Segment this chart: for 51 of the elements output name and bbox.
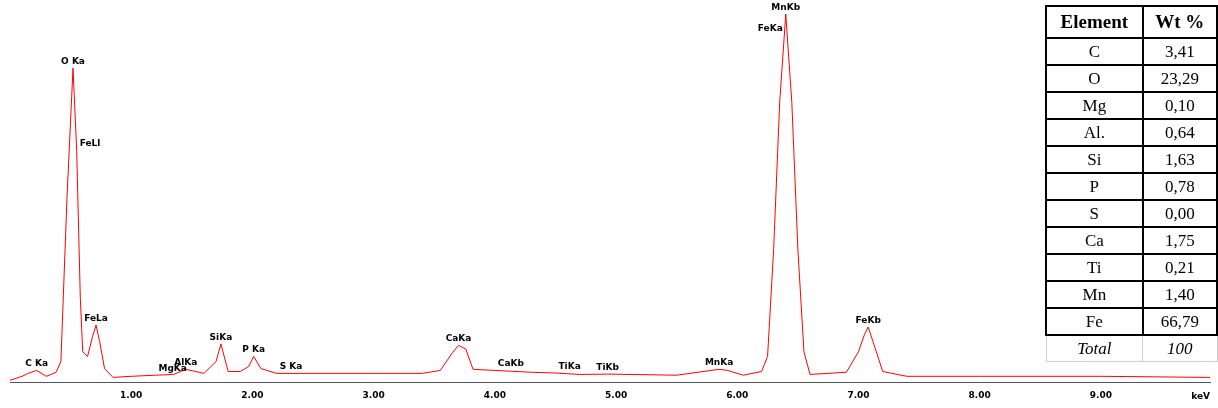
annotation: Ca	[1046, 227, 1143, 254]
annotation: 23,29	[1142, 65, 1217, 92]
x-axis-title: keV	[1191, 391, 1211, 402]
annotation: Mn	[1046, 281, 1143, 308]
annotation: 1,75	[1142, 227, 1217, 254]
annotation: Element	[1046, 6, 1143, 38]
annotation: 0,78	[1142, 173, 1217, 200]
annotation: CaKb	[497, 358, 525, 369]
annotation: P	[1046, 173, 1143, 200]
annotation: S	[1046, 200, 1143, 227]
annotation: Fe	[1046, 308, 1143, 335]
annotation: SiKa	[209, 331, 233, 342]
annotation: P Ka	[242, 344, 266, 355]
annotation: 100	[1142, 335, 1217, 362]
annotation: C Ka	[25, 358, 49, 369]
annotation: Total	[1046, 335, 1143, 362]
annotation: O	[1046, 65, 1143, 92]
x-tick-label: 3.00	[362, 389, 385, 400]
annotation: S Ka	[279, 361, 303, 372]
annotation: 0,10	[1142, 92, 1217, 119]
annotation: 1,63	[1142, 146, 1217, 173]
annotation: 0,00	[1142, 200, 1217, 227]
x-tick-label: 6.00	[726, 389, 749, 400]
annotation: 3,41	[1142, 38, 1217, 65]
x-tick-label: 8.00	[968, 389, 991, 400]
annotation: FeLl	[79, 138, 101, 149]
x-tick-label: 2.00	[241, 389, 264, 400]
annotation: MnKb	[771, 2, 801, 12]
annotation: Wt %	[1142, 6, 1217, 38]
x-tick-label: 9.00	[1089, 389, 1113, 400]
annotation: TiKa	[558, 360, 581, 371]
annotation: O Ka	[61, 56, 85, 67]
annotation: Mg	[1046, 92, 1143, 119]
x-tick-label: 5.00	[604, 389, 628, 400]
annotation: 66,79	[1142, 308, 1217, 335]
x-tick-label: 1.00	[120, 389, 143, 400]
annotation: Ti	[1046, 254, 1143, 281]
annotation: TiKb	[596, 362, 620, 373]
annotation: 1,40	[1142, 281, 1217, 308]
annotation: 0,21	[1142, 254, 1217, 281]
annotation: FeKb	[855, 314, 882, 325]
annotation: C	[1046, 38, 1143, 65]
annotation: MnKa	[704, 357, 734, 368]
annotation: FeLa	[84, 313, 108, 324]
x-tick-label: 7.00	[847, 389, 870, 400]
annotation: CaKa	[445, 333, 472, 344]
x-tick-label: 4.00	[483, 389, 506, 400]
annotation: FeKa	[757, 23, 783, 33]
annotation: 0,64	[1142, 119, 1217, 146]
annotation: Si	[1046, 146, 1143, 173]
annotation: Al.	[1046, 119, 1143, 146]
